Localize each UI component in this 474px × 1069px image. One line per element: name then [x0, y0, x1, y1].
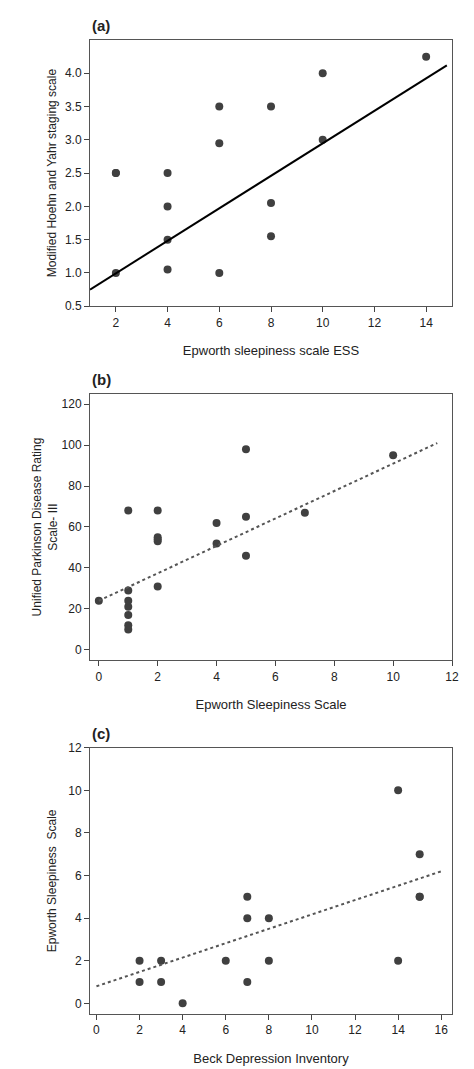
svg-text:Beck Depression Inventory: Beck Depression Inventory [193, 1051, 349, 1066]
svg-text:8: 8 [266, 1023, 273, 1037]
svg-text:6: 6 [75, 869, 82, 883]
svg-text:0.5: 0.5 [65, 299, 82, 313]
svg-text:1.5: 1.5 [65, 233, 82, 247]
svg-text:2: 2 [75, 954, 82, 968]
svg-text:10: 10 [68, 784, 82, 798]
svg-text:60: 60 [68, 520, 82, 534]
svg-text:12: 12 [68, 741, 82, 755]
svg-text:4.0: 4.0 [65, 66, 82, 80]
svg-text:3.5: 3.5 [65, 100, 82, 114]
svg-text:100: 100 [62, 438, 82, 452]
svg-text:3.0: 3.0 [65, 133, 82, 147]
svg-text:2.5: 2.5 [65, 166, 82, 180]
svg-text:(b): (b) [92, 371, 111, 388]
svg-text:6: 6 [272, 670, 279, 684]
svg-text:120: 120 [62, 397, 82, 411]
svg-text:12: 12 [348, 1023, 362, 1037]
svg-text:Epworth Sleepiness Scale: Epworth Sleepiness Scale [195, 697, 346, 712]
svg-text:2: 2 [136, 1023, 143, 1037]
svg-text:0: 0 [75, 997, 82, 1011]
svg-text:6: 6 [222, 1023, 229, 1037]
svg-text:4: 4 [75, 911, 82, 925]
svg-text:80: 80 [68, 479, 82, 493]
svg-text:8: 8 [268, 316, 275, 330]
svg-text:40: 40 [68, 561, 82, 575]
svg-text:4: 4 [213, 670, 220, 684]
svg-text:4: 4 [179, 1023, 186, 1037]
svg-text:Modified Hoehn and Yahr stagin: Modified Hoehn and Yahr staging scale [45, 69, 59, 278]
svg-text:2: 2 [113, 316, 120, 330]
svg-text:2: 2 [154, 670, 161, 684]
svg-text:12: 12 [445, 670, 459, 684]
svg-text:4: 4 [164, 316, 171, 330]
svg-text:12: 12 [368, 316, 382, 330]
svg-text:8: 8 [75, 826, 82, 840]
svg-text:(a): (a) [92, 17, 110, 34]
svg-text:10: 10 [386, 670, 400, 684]
svg-text:14: 14 [419, 316, 433, 330]
svg-text:1.0: 1.0 [65, 266, 82, 280]
svg-text:Unified Parkinson Disease Rati: Unified Parkinson Disease RatingScale- I… [30, 438, 60, 617]
svg-text:0: 0 [93, 1023, 100, 1037]
svg-text:16: 16 [435, 1023, 449, 1037]
svg-text:6: 6 [216, 316, 223, 330]
svg-text:10: 10 [316, 316, 330, 330]
svg-text:0: 0 [75, 643, 82, 657]
svg-text:20: 20 [68, 602, 82, 616]
svg-text:0: 0 [95, 670, 102, 684]
svg-text:Epworth Sleepiness Scale: Epworth Sleepiness Scale [45, 809, 59, 952]
svg-text:14: 14 [391, 1023, 405, 1037]
svg-text:8: 8 [331, 670, 338, 684]
svg-text:2.0: 2.0 [65, 200, 82, 214]
svg-text:Epworth sleepiness scale ESS: Epworth sleepiness scale ESS [183, 343, 360, 358]
svg-text:10: 10 [305, 1023, 319, 1037]
svg-text:(c): (c) [92, 725, 110, 742]
